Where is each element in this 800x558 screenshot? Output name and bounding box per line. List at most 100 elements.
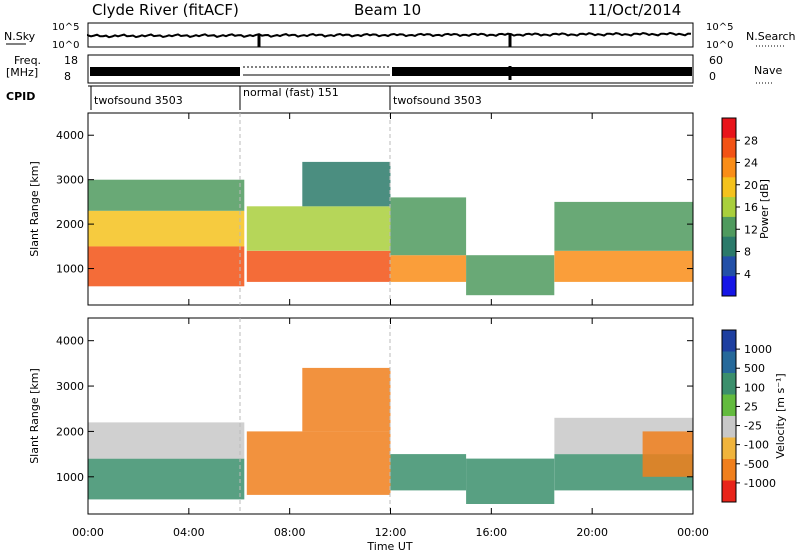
vel-region	[88, 422, 245, 459]
vel-ytick-label: 3000	[56, 380, 84, 393]
vel-ytick-label: 2000	[56, 425, 84, 438]
nave-tick-bottom: 0	[709, 70, 716, 83]
power-ytick-label: 4000	[56, 129, 84, 142]
power-panel: 1000 2000 3000 4000 Slant Range [km] 28 24 20…	[28, 112, 771, 306]
nsky-tick-top: 10^5	[52, 22, 79, 33]
velocity-colorbar-segment	[722, 373, 736, 395]
power-region	[390, 197, 467, 256]
freq-trace	[392, 67, 692, 76]
vel-region	[246, 431, 391, 495]
power-region	[302, 161, 391, 207]
x-tick-label: 08:00	[274, 526, 306, 539]
power-region	[88, 246, 245, 287]
date-label: 11/Oct/2014	[588, 1, 681, 19]
nave-tick-top: 60	[709, 54, 723, 67]
velocity-colorbar-tick-label: 100	[744, 381, 765, 394]
x-tick-label: 04:00	[173, 526, 205, 539]
power-colorbar-tick-label: 20	[744, 179, 758, 192]
power-colorbar-tick-label: 12	[744, 223, 758, 236]
freq-trace	[90, 67, 240, 76]
freq-panel: Freq. [MHz] 18 8 60 0 Nave	[6, 54, 782, 84]
nave-label: Nave	[754, 64, 782, 77]
power-colorbar-segment	[722, 276, 736, 297]
freq-unit-label: [MHz]	[6, 66, 38, 79]
power-colorbar-segment	[722, 177, 736, 198]
power-colorbar-tick-label: 16	[744, 201, 758, 214]
nsearch-label: N.Search	[746, 30, 796, 43]
power-colorbar-segment	[722, 197, 736, 218]
power-region	[466, 255, 555, 296]
velocity-colorbar-segment	[722, 394, 736, 417]
power-region	[88, 210, 245, 247]
cpid-segment-3: twofsound 3503	[393, 94, 482, 107]
vel-region	[88, 458, 245, 500]
freq-tick-bottom: 8	[64, 70, 71, 83]
velocity-colorbar-tick-label: -500	[744, 458, 769, 471]
velocity-ylabel: Slant Range [km]	[28, 368, 41, 464]
velocity-colorbar-segment	[722, 330, 736, 352]
power-colorbar-segment	[722, 157, 736, 178]
power-region	[554, 250, 693, 282]
nsky-trace	[87, 31, 692, 39]
velocity-colorbar-segment	[722, 459, 736, 481]
vel-ytick-label: 1000	[56, 471, 84, 484]
velocity-colorbar-segment	[722, 437, 736, 460]
velocity-colorbar-label: Velocity [m s⁻¹]	[774, 373, 787, 458]
nsearch-tick-top: 10^5	[706, 22, 733, 33]
power-region	[390, 255, 467, 282]
cpid-segment-2: normal (fast) 151	[243, 86, 339, 99]
power-ytick-label: 3000	[56, 174, 84, 187]
nsky-label: N.Sky	[4, 30, 36, 43]
beam-label: Beam 10	[354, 1, 421, 19]
power-colorbar-segment	[722, 118, 736, 139]
velocity-panel: 1000 2000 3000 4000 Slant Range [km] 1000 50…	[28, 317, 787, 515]
velocity-colorbar-tick-label: -100	[744, 439, 769, 452]
power-ytick-label: 2000	[56, 218, 84, 231]
figure-title: Clyde River (fitACF)	[92, 1, 239, 19]
velocity-colorbar-tick-label: 1000	[744, 343, 772, 356]
power-region	[88, 179, 245, 211]
power-colorbar-tick-label: 4	[744, 268, 751, 281]
power-colorbar: 28 24 20 16 12 8 4	[721, 117, 758, 297]
freq-label: Freq.	[14, 54, 41, 67]
velocity-colorbar-tick-label: 25	[744, 400, 758, 413]
vel-ytick-label: 4000	[56, 335, 84, 348]
power-ylabel: Slant Range [km]	[28, 161, 41, 257]
cpid-label: CPID	[6, 90, 35, 103]
velocity-colorbar-segment	[722, 416, 736, 438]
velocity-colorbar: 1000 500 100 25 -25 -100 -500 -1000	[721, 329, 776, 503]
power-region	[246, 206, 391, 251]
power-colorbar-label: Power [dB]	[758, 179, 771, 239]
x-tick-labels: 00:00 04:00 08:00 12:00 16:00 20:00 00:00	[72, 526, 709, 539]
power-ytick-label: 1000	[56, 263, 84, 276]
power-colorbar-tick-label: 8	[744, 246, 751, 259]
power-colorbar-segment	[722, 216, 736, 238]
nsky-panel: N.Sky 10^5 10^0 10^5 10^0 N.Search	[4, 22, 796, 51]
x-tick-label: 00:00	[72, 526, 104, 539]
power-colorbar-tick-label: 28	[744, 134, 758, 147]
x-tick-label: 20:00	[576, 526, 608, 539]
power-region	[554, 201, 693, 251]
vel-region	[302, 367, 391, 432]
x-axis-label: Time UT	[366, 540, 412, 553]
nsky-tick-bottom: 10^0	[52, 40, 79, 51]
vel-region	[466, 458, 555, 504]
vel-region	[642, 431, 693, 477]
power-colorbar-segment	[722, 236, 736, 257]
velocity-colorbar-segment	[722, 351, 736, 374]
power-colorbar-tick-label: 24	[744, 157, 758, 170]
cpid-segment-1: twofsound 3503	[94, 94, 183, 107]
velocity-colorbar-tick-label: 500	[744, 362, 765, 375]
cpid-row: CPID twofsound 3503 normal (fast) 151 tw…	[6, 85, 693, 110]
x-tick-label: 00:00	[677, 526, 709, 539]
velocity-colorbar-tick-label: -25	[744, 420, 762, 433]
power-colorbar-segment	[722, 137, 736, 159]
power-colorbar-segment	[722, 256, 736, 277]
nsearch-tick-bottom: 10^0	[706, 40, 733, 51]
vel-region	[390, 454, 467, 491]
velocity-colorbar-segment	[722, 480, 736, 503]
x-tick-label: 16:00	[475, 526, 507, 539]
velocity-colorbar-tick-label: -1000	[744, 477, 776, 490]
power-region	[246, 250, 391, 282]
